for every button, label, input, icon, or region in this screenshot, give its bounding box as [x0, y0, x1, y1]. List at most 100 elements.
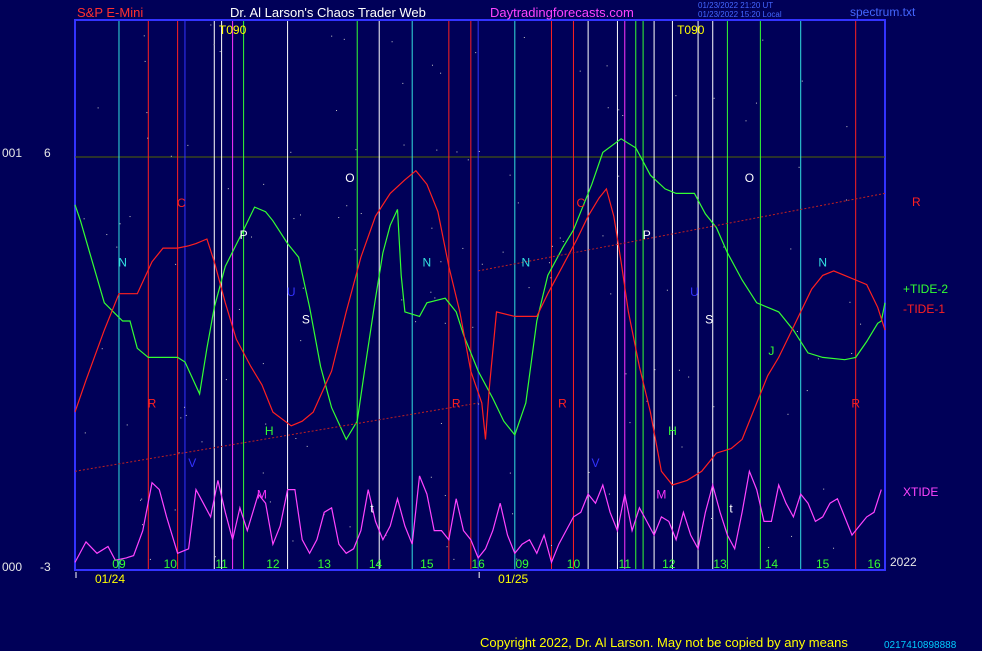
hour-tick-label-8: 09: [515, 557, 529, 571]
star-dot: [238, 308, 240, 310]
star-dot: [262, 472, 264, 474]
corner-code: 0217410898888: [884, 640, 957, 651]
hour-tick-label-11: 12: [662, 557, 676, 571]
marker-label-18: P: [643, 228, 651, 242]
star-dot: [174, 509, 176, 511]
marker-label-7: M: [257, 488, 267, 502]
star-dot: [654, 369, 656, 371]
star-dot: [860, 323, 862, 325]
star-dot: [213, 44, 215, 46]
star-dot: [478, 403, 480, 405]
star-dot: [666, 289, 668, 291]
series-line-1: [74, 169, 886, 486]
legend-minus-tide: -TIDE-1: [903, 302, 945, 316]
hour-tick-label-3: 12: [266, 557, 280, 571]
star-dot: [790, 248, 792, 250]
star-dot: [144, 60, 146, 62]
series-group: [74, 138, 886, 565]
marker-label-6: P: [240, 228, 248, 242]
star-dot: [823, 488, 825, 490]
copyright-footer: Copyright 2022, Dr. Al Larson. May not b…: [480, 635, 848, 650]
star-dot: [269, 501, 271, 503]
star-dot: [170, 155, 172, 157]
marker-label-0: T090: [219, 23, 247, 37]
star-dot: [607, 107, 609, 109]
star-dot: [360, 213, 362, 215]
star-dot: [431, 64, 433, 66]
star-dot: [523, 37, 525, 39]
marker-label-5: V: [188, 456, 196, 470]
star-dot: [791, 535, 793, 537]
marker-label-14: N: [521, 255, 530, 269]
y-bottom-label: 000: [2, 560, 23, 574]
hour-tick-label-0: 09: [112, 557, 126, 571]
legend-plus-tide: +TIDE-2: [903, 282, 949, 296]
star-dot: [675, 95, 677, 97]
star-dot: [295, 437, 297, 439]
star-dot: [201, 441, 203, 443]
star-dot: [355, 149, 357, 151]
x-axis-ticks-group: 09 10 11 12 13 14 15 16 09 10 11 12 13 14 15 16 01/24 01/…: [75, 557, 881, 586]
marker-label-1: T090: [677, 23, 705, 37]
star-dot: [354, 249, 356, 251]
series-line-3: [478, 192, 886, 272]
star-dot: [845, 199, 847, 201]
star-dot: [606, 65, 608, 67]
marker-label-22: S: [705, 312, 713, 326]
star-dot: [588, 471, 590, 473]
hour-tick-label-13: 14: [765, 557, 779, 571]
star-dot: [688, 376, 690, 378]
star-dot: [187, 144, 189, 146]
hour-tick-label-2: 11: [215, 557, 228, 571]
star-dot: [290, 151, 292, 153]
star-dot: [559, 237, 561, 239]
star-dot: [142, 524, 144, 526]
star-dot: [453, 558, 455, 560]
star-dot: [502, 251, 504, 253]
hour-tick-label-6: 15: [420, 557, 434, 571]
series-line-0: [74, 138, 886, 441]
star-dot: [101, 348, 103, 350]
star-dot: [141, 498, 143, 500]
star-dot: [440, 72, 442, 74]
site-link[interactable]: Daytradingforecasts.com: [490, 5, 634, 20]
marker-label-2: N: [118, 255, 127, 269]
star-dot: [618, 109, 620, 111]
star-dot: [227, 188, 229, 190]
vertical-lines-group: [118, 21, 857, 569]
marker-label-23: O: [745, 171, 754, 185]
star-dot: [846, 126, 848, 128]
star-dot: [678, 369, 680, 371]
star-dot: [608, 493, 610, 495]
star-dot: [83, 218, 85, 220]
star-dot: [431, 227, 433, 229]
marker-label-17: V: [591, 456, 599, 470]
symbol-title: S&P E-Mini: [77, 5, 144, 20]
star-dot: [149, 558, 151, 560]
series-line-4: [74, 402, 479, 472]
star-dot: [401, 299, 403, 301]
y-top-label: 001: [2, 146, 23, 160]
hour-tick-label-12: 13: [713, 557, 727, 571]
hour-tick-label-1: 10: [164, 557, 178, 571]
hour-tick-label-15: 16: [867, 557, 881, 571]
star-dot: [129, 216, 131, 218]
star-dot: [402, 82, 404, 84]
star-dot: [302, 287, 304, 289]
star-dot: [146, 112, 148, 114]
hour-tick-label-5: 14: [369, 557, 383, 571]
star-dot: [551, 245, 553, 247]
star-dot: [225, 379, 227, 381]
star-dot: [440, 422, 442, 424]
series-line-2: [74, 469, 882, 565]
star-dot: [517, 202, 519, 204]
marker-label-8: H: [265, 424, 274, 438]
marker-label-9: U: [287, 285, 296, 299]
star-dot: [346, 205, 348, 207]
marker-label-20: H: [668, 424, 677, 438]
star-dot: [833, 547, 835, 549]
star-dot: [602, 235, 604, 237]
date-tick-label-1: 01/25: [498, 572, 528, 586]
